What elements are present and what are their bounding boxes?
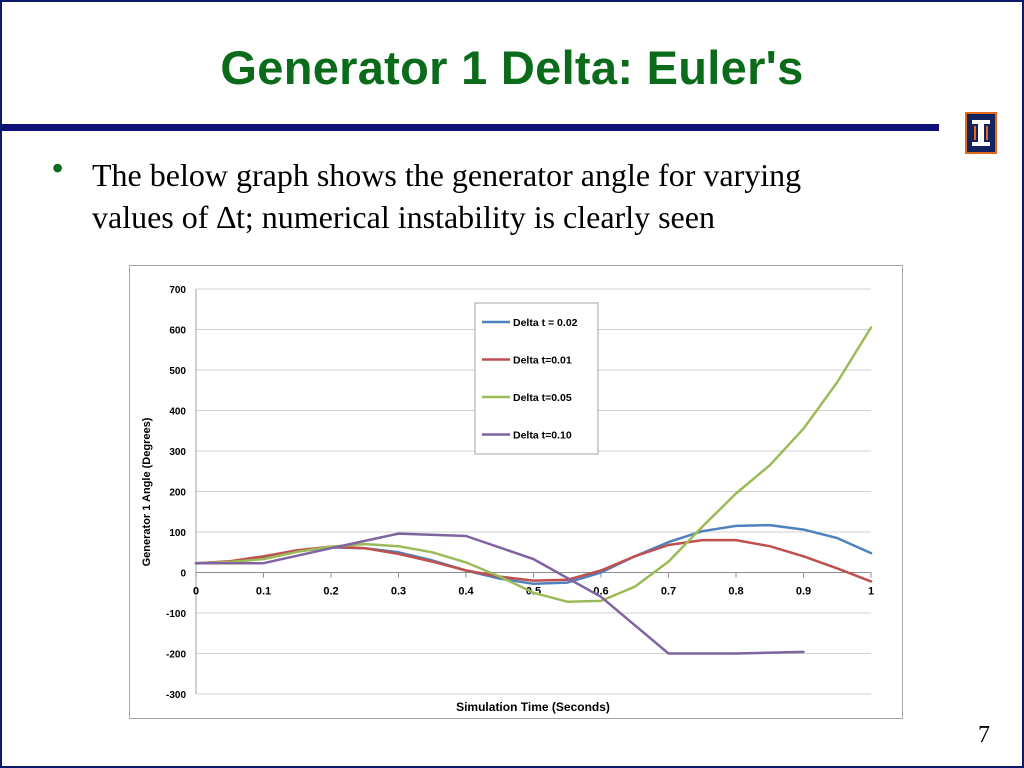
x-tick-label: 0.3	[391, 586, 406, 598]
legend-label: Delta t=0.01	[513, 355, 572, 367]
x-tick-label: 0.1	[256, 586, 271, 598]
legend: Delta t = 0.02 Delta t=0.01 Delta t=0.05 De…	[474, 302, 599, 455]
y-tick-label: -300	[166, 690, 186, 701]
y-tick-label: 0	[180, 569, 186, 580]
legend-label: Delta t=0.10	[513, 430, 572, 442]
x-tick-label: 0.8	[728, 586, 743, 598]
y-tick-label: 700	[169, 285, 186, 296]
legend-box	[474, 302, 599, 455]
series-line-4	[194, 532, 805, 655]
y-tick-label: 200	[169, 488, 186, 499]
line-chart: -300 -200 -100 0 100 200 300 400 500 600 700 0 0.1 0.…	[141, 285, 874, 714]
y-tick-label: 600	[169, 326, 186, 337]
legend-label: Delta t=0.05	[513, 392, 572, 404]
bullet-line-1: The below graph shows the generator angl…	[92, 157, 802, 193]
series-line-3	[194, 326, 873, 603]
x-tick-label: 0	[193, 586, 199, 598]
y-axis-label: Generator 1 Angle (Degrees)	[141, 417, 153, 566]
legend-label: Delta t = 0.02	[513, 317, 578, 329]
x-tick-label: 0.9	[796, 586, 811, 598]
page-number: 7	[978, 722, 990, 748]
y-tick-label: -100	[166, 609, 186, 620]
slide-title: Generator 1 Delta: Euler's	[220, 41, 804, 94]
y-tick-label: 300	[169, 447, 186, 458]
x-tick-label: 0.7	[661, 586, 676, 598]
x-tick-label: 1	[868, 586, 874, 598]
y-tick-label: 400	[169, 407, 186, 418]
y-tick-label: 100	[169, 528, 186, 539]
series-lines	[194, 326, 873, 655]
title-rule	[2, 124, 939, 131]
y-tick-label: -200	[166, 650, 186, 661]
x-tick-label: 0.4	[458, 586, 474, 598]
x-axis-label: Simulation Time (Seconds)	[456, 700, 610, 714]
y-tick-label: 500	[169, 366, 186, 377]
bullet-line-2: values of ∆t; numerical instability is c…	[92, 199, 715, 235]
bullet-text: The below graph shows the generator angl…	[92, 154, 992, 238]
bullet-marker: •	[52, 150, 64, 186]
university-logo	[965, 112, 997, 154]
chart-container: -300 -200 -100 0 100 200 300 400 500 600 700 0 0.1 0.…	[129, 265, 903, 719]
x-tick-label: 0.2	[323, 586, 338, 598]
